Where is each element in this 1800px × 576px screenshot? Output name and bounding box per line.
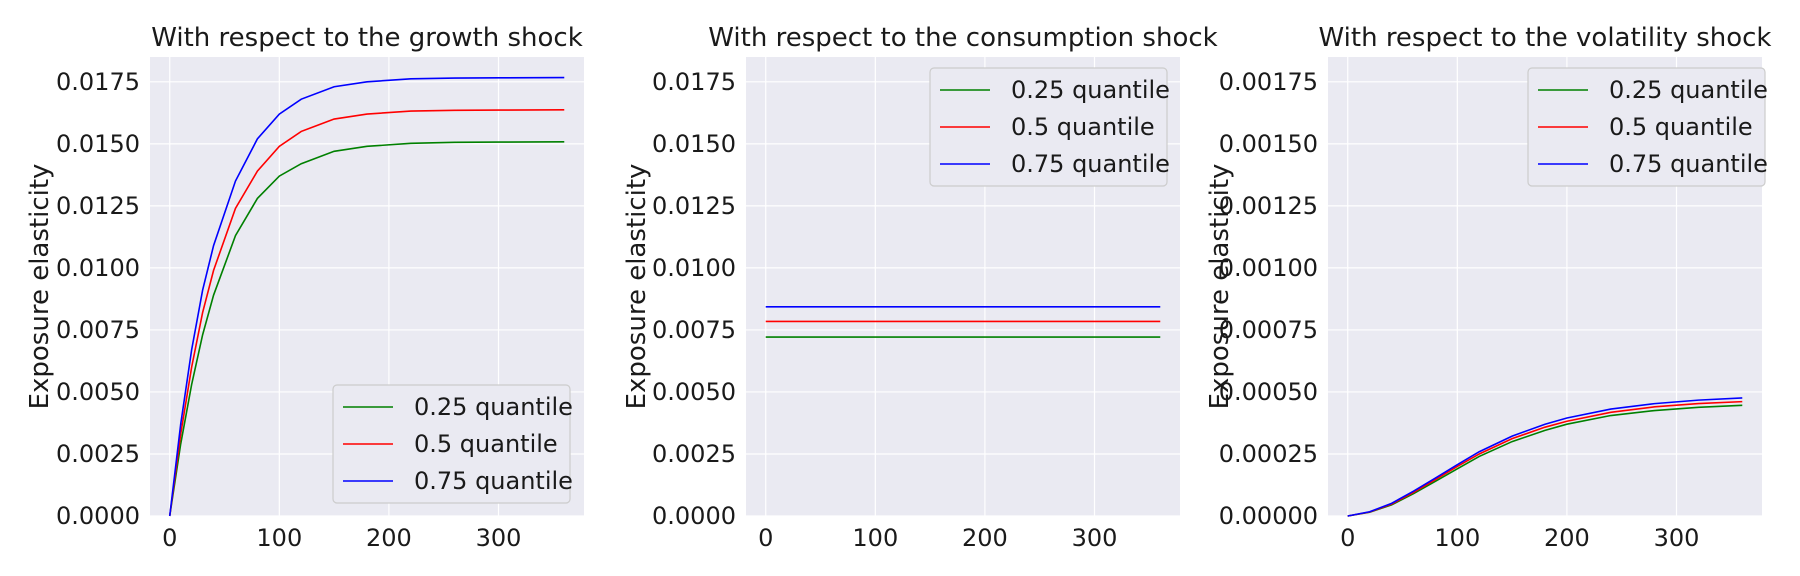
legend-frame (332, 384, 571, 504)
y-tick-label: 0.00100 (1219, 254, 1318, 282)
chart-panel-2: 0.0000 0.0025 0.0050 0.0075 0.0100 0.0125 0.01… (622, 23, 1218, 552)
y-tick-label: 0.00025 (1219, 440, 1318, 468)
y-tick-label: 0.00050 (1219, 378, 1318, 406)
legend: 0.25 quantile 0.5 quantile 0.75 quantile (1527, 67, 1768, 187)
legend-frame (1527, 67, 1766, 187)
y-tick-label: 0.0050 (652, 378, 736, 406)
series-line-1 (168, 141, 565, 517)
y-tick-label: 0.0125 (56, 192, 140, 220)
x-tick-label: 0 (758, 524, 773, 552)
x-tick-label: 300 (476, 524, 522, 552)
y-tick-label: 0.0075 (56, 316, 140, 344)
x-tick-label: 100 (1434, 524, 1480, 552)
x-tick-label: 0 (162, 524, 177, 552)
y-axis-label: Exposure elasticity (1205, 164, 1235, 410)
y-tick-label: 0.0000 (652, 502, 736, 530)
legend: 0.25 quantile 0.5 quantile 0.75 quantile (929, 67, 1170, 187)
y-tick-label: 0.0025 (652, 440, 736, 468)
x-tick-label: 300 (1072, 524, 1118, 552)
y-tick-label: 0.00000 (1219, 502, 1318, 530)
series-line-3 (168, 76, 565, 517)
legend-label: 0.25 quantile (1609, 76, 1768, 104)
y-tick-label: 0.0000 (56, 502, 140, 530)
x-tick-label: 0 (1340, 524, 1355, 552)
legend-frame (929, 67, 1168, 187)
chart-title: With respect to the volatility shock (1319, 23, 1772, 53)
legend-label: 0.5 quantile (414, 430, 558, 458)
y-tick-label: 0.00125 (1219, 192, 1318, 220)
legend-label: 0.75 quantile (1011, 150, 1170, 178)
x-tick-label: 200 (962, 524, 1008, 552)
y-tick-label: 0.0150 (56, 130, 140, 158)
x-tick-label: 100 (256, 524, 302, 552)
y-tick-label: 0.0175 (56, 68, 140, 96)
y-tick-label: 0.0075 (652, 316, 736, 344)
legend-label: 0.25 quantile (414, 393, 573, 421)
chart-panel-3: 0.00000 0.00025 0.00050 0.00075 0.00100 0.001… (1205, 23, 1771, 552)
y-tick-label: 0.00175 (1219, 68, 1318, 96)
legend-label: 0.75 quantile (1609, 150, 1768, 178)
y-axis-label: Exposure elasticity (25, 164, 55, 410)
y-tick-label: 0.0100 (652, 254, 736, 282)
y-tick-label: 0.0050 (56, 378, 140, 406)
legend-label: 0.5 quantile (1609, 113, 1753, 141)
y-tick-label: 0.0175 (652, 68, 736, 96)
chart-panel-1: 0.0000 0.0025 0.0050 0.0075 0.0100 0.0125 0.01… (25, 23, 584, 552)
legend-label: 0.75 quantile (414, 467, 573, 495)
y-tick-label: 0.0100 (56, 254, 140, 282)
y-tick-label: 0.0025 (56, 440, 140, 468)
legend: 0.25 quantile 0.5 quantile 0.75 quantile (332, 384, 573, 504)
y-tick-label: 0.0150 (652, 130, 736, 158)
chart-title: With respect to the consumption shock (708, 23, 1217, 53)
legend-label: 0.5 quantile (1011, 113, 1155, 141)
x-tick-label: 200 (1544, 524, 1590, 552)
series-line-2 (168, 109, 565, 517)
y-tick-label: 0.0125 (652, 192, 736, 220)
series-line-3 (1347, 397, 1743, 517)
y-tick-label: 0.00150 (1219, 130, 1318, 158)
x-tick-label: 200 (366, 524, 412, 552)
x-tick-label: 100 (852, 524, 898, 552)
legend-label: 0.25 quantile (1011, 76, 1170, 104)
chart-title: With respect to the growth shock (151, 23, 583, 53)
x-tick-label: 300 (1654, 524, 1700, 552)
y-axis-label: Exposure elasticity (622, 164, 652, 410)
y-tick-label: 0.00075 (1219, 316, 1318, 344)
